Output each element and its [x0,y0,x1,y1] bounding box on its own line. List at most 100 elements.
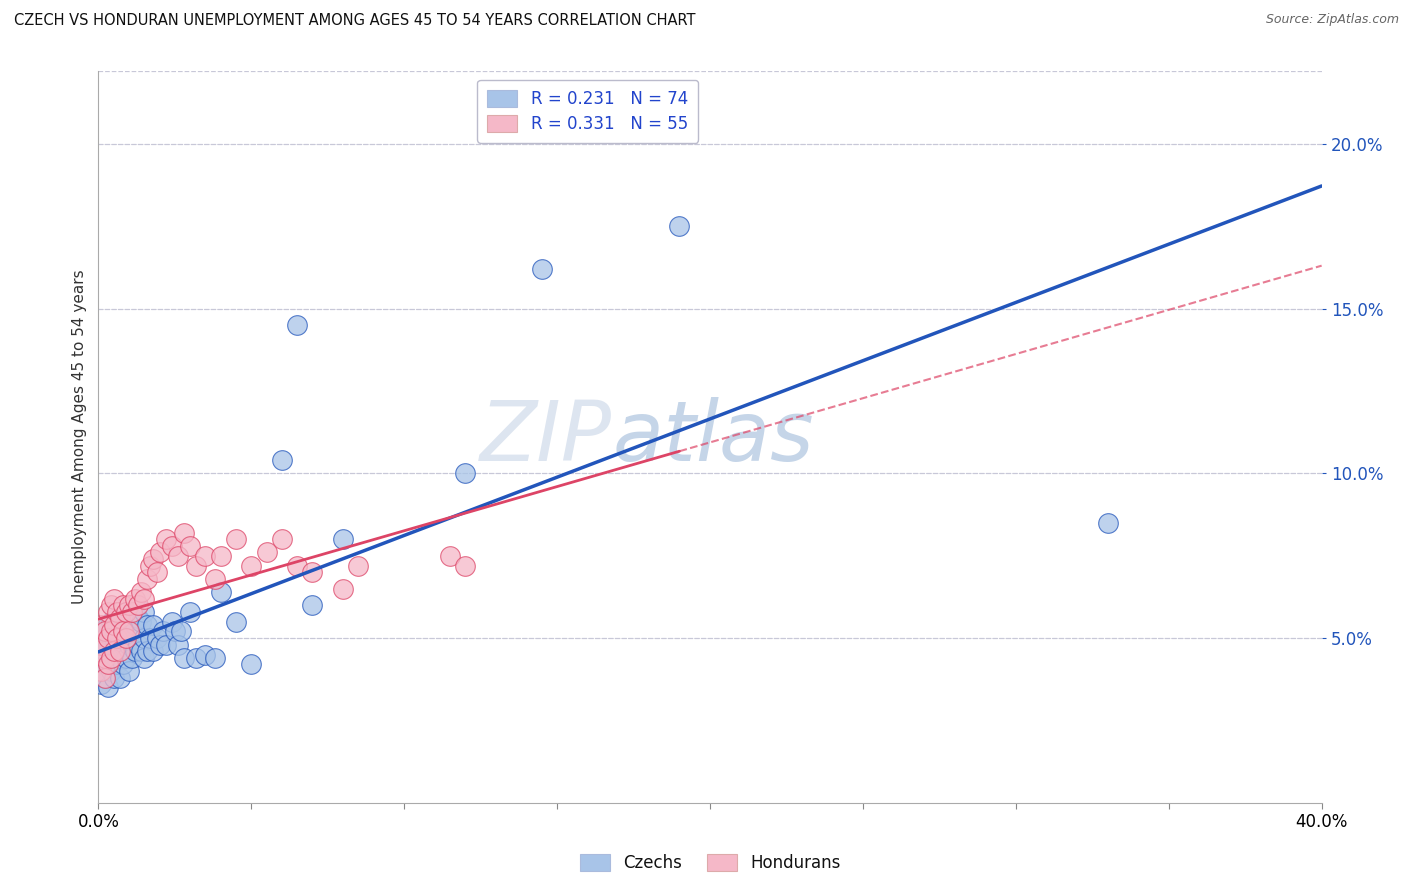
Point [136,572,159,586]
Point [115,631,138,645]
Point [108,650,131,665]
Point [134,631,156,645]
Point [186,558,208,573]
Point [285,558,308,573]
Point [225,533,247,547]
Point [160,615,183,629]
Point [103,591,125,606]
Point [93,644,115,658]
Point [87,644,110,658]
Point [454,558,477,573]
Point [129,644,152,658]
Point [108,671,131,685]
Point [111,598,134,612]
Point [301,598,323,612]
Point [139,558,162,573]
Point [93,624,115,639]
Point [105,657,128,672]
Point [97,631,120,645]
Point [97,618,120,632]
Point [100,650,122,665]
Point [167,638,190,652]
Point [97,657,120,672]
Point [129,585,152,599]
Point [179,539,201,553]
Point [225,615,247,629]
Point [134,591,156,606]
Point [100,664,122,678]
Point [90,677,112,691]
Point [270,533,292,547]
Point [179,605,201,619]
Point [108,605,131,619]
Point [173,650,195,665]
Point [155,638,177,652]
Point [111,615,134,629]
Point [209,585,232,599]
Point [134,605,156,619]
Point [155,533,177,547]
Point [118,638,141,652]
Point [301,565,323,579]
Point [90,618,112,632]
Point [118,664,141,678]
Point [108,631,131,645]
Point [93,671,115,685]
Point [93,631,115,645]
Point [530,262,553,277]
Point [87,650,110,665]
Point [97,638,120,652]
Point [108,611,131,625]
Point [347,558,370,573]
Point [439,549,461,563]
Point [139,631,162,645]
Point [124,644,146,658]
Point [134,650,156,665]
Point [129,615,152,629]
Point [105,638,128,652]
Point [173,525,195,540]
Point [118,598,141,612]
Point [204,572,226,586]
Text: ZIP: ZIP [481,397,612,477]
Point [100,598,122,612]
Point [111,638,134,652]
Point [142,618,165,632]
Point [118,624,141,639]
Text: CZECH VS HONDURAN UNEMPLOYMENT AMONG AGES 45 TO 54 YEARS CORRELATION CHART: CZECH VS HONDURAN UNEMPLOYMENT AMONG AGE… [14,13,696,29]
Point [93,657,115,672]
Point [152,624,174,639]
Point [121,624,143,639]
Point [240,558,263,573]
Point [100,624,122,639]
Point [127,598,149,612]
Point [194,648,217,662]
Point [97,605,120,619]
Point [127,638,149,652]
Point [285,318,308,332]
Point [121,650,143,665]
Point [332,582,354,596]
Point [121,605,143,619]
Point [136,618,159,632]
Legend: Czechs, Hondurans: Czechs, Hondurans [572,847,848,879]
Point [90,664,112,678]
Point [103,618,125,632]
Point [454,467,477,481]
Point [160,539,183,553]
Point [149,638,172,652]
Point [115,631,138,645]
Point [209,549,232,563]
Point [90,664,112,678]
Point [103,631,125,645]
Text: Source: ZipAtlas.com: Source: ZipAtlas.com [1265,13,1399,27]
Point [103,644,125,658]
Point [256,545,278,559]
Point [111,624,134,639]
Point [186,650,208,665]
Point [1097,516,1119,530]
Point [100,615,122,629]
Point [93,650,115,665]
Point [240,657,263,672]
Point [124,618,146,632]
